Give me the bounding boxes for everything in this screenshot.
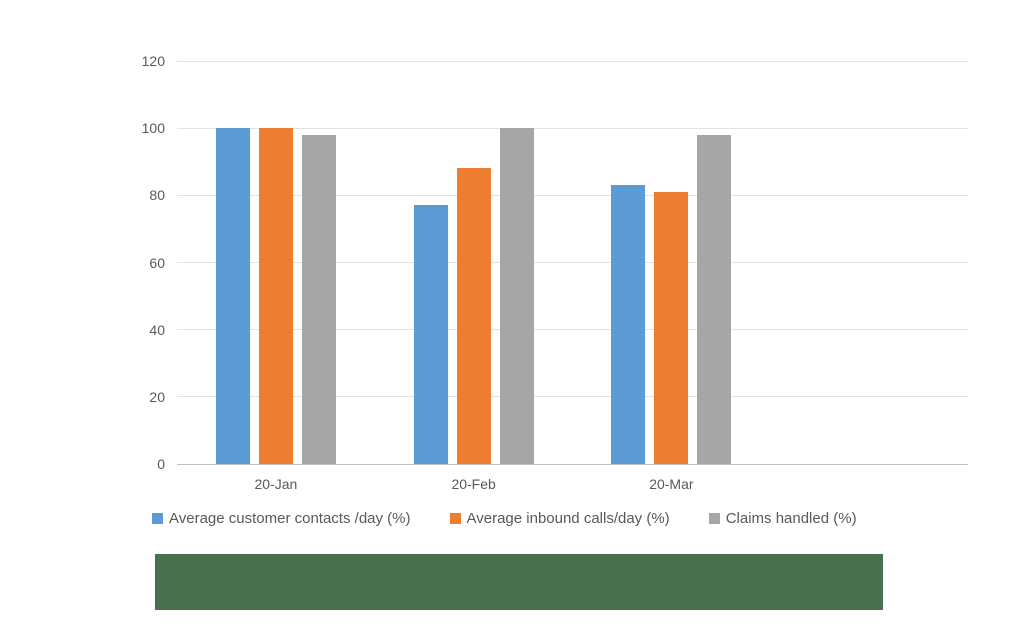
legend-swatch-icon bbox=[152, 513, 163, 524]
legend-item-average-customer-contacts-day: Average customer contacts /day (%) bbox=[152, 510, 411, 527]
bar-average-inbound-calls-day-20-feb bbox=[456, 168, 491, 464]
bar-average-inbound-calls-day-20-jan bbox=[258, 128, 293, 464]
x-axis-label-20-mar: 20-Mar bbox=[649, 476, 694, 492]
bar-average-customer-contacts-day-20-feb bbox=[413, 205, 448, 464]
legend-swatch-icon bbox=[449, 513, 461, 524]
gridline bbox=[177, 329, 968, 331]
y-axis-tick-label: 100 bbox=[141, 120, 165, 137]
y-axis-tick-label: 120 bbox=[141, 53, 165, 69]
y-axis-tick-label: 80 bbox=[149, 187, 165, 204]
legend: Average customer contacts /day (%) Averag… bbox=[152, 510, 857, 527]
gridline bbox=[177, 60, 968, 62]
bar-claims-handled-20-mar bbox=[697, 134, 732, 464]
legend-label: Average inbound calls/day (%) bbox=[466, 510, 670, 527]
x-axis-label-20-jan: 20-Jan bbox=[254, 476, 298, 492]
legend-label: Claims handled (%) bbox=[725, 510, 857, 527]
y-axis-tick-label: 20 bbox=[149, 388, 165, 405]
gridline bbox=[177, 127, 968, 129]
y-axis-tick-label: 0 bbox=[157, 456, 165, 472]
bar-claims-handled-20-jan bbox=[301, 134, 336, 464]
gridline bbox=[177, 194, 968, 196]
legend-label: Average customer contacts /day (%) bbox=[169, 510, 411, 527]
legend-swatch-icon bbox=[708, 513, 720, 524]
x-axis-label-20-feb: 20-Feb bbox=[451, 476, 496, 492]
redaction-bar bbox=[155, 554, 883, 610]
gridline bbox=[177, 262, 968, 263]
bar-average-customer-contacts-day-20-jan bbox=[215, 128, 250, 464]
bar-average-customer-contacts-day-20-mar bbox=[611, 185, 646, 464]
gridline bbox=[177, 396, 968, 398]
legend-item-average-inbound-calls-day: Average inbound calls/day (%) bbox=[449, 510, 670, 527]
y-axis-tick-label: 60 bbox=[149, 254, 165, 271]
legend-item-claims-handled: Claims handled (%) bbox=[708, 510, 857, 527]
bar-claims-handled-20-feb bbox=[499, 128, 534, 464]
bar-average-inbound-calls-day-20-mar bbox=[654, 191, 689, 464]
y-axis-tick-label: 40 bbox=[149, 321, 165, 338]
x-axis-line bbox=[177, 463, 968, 465]
